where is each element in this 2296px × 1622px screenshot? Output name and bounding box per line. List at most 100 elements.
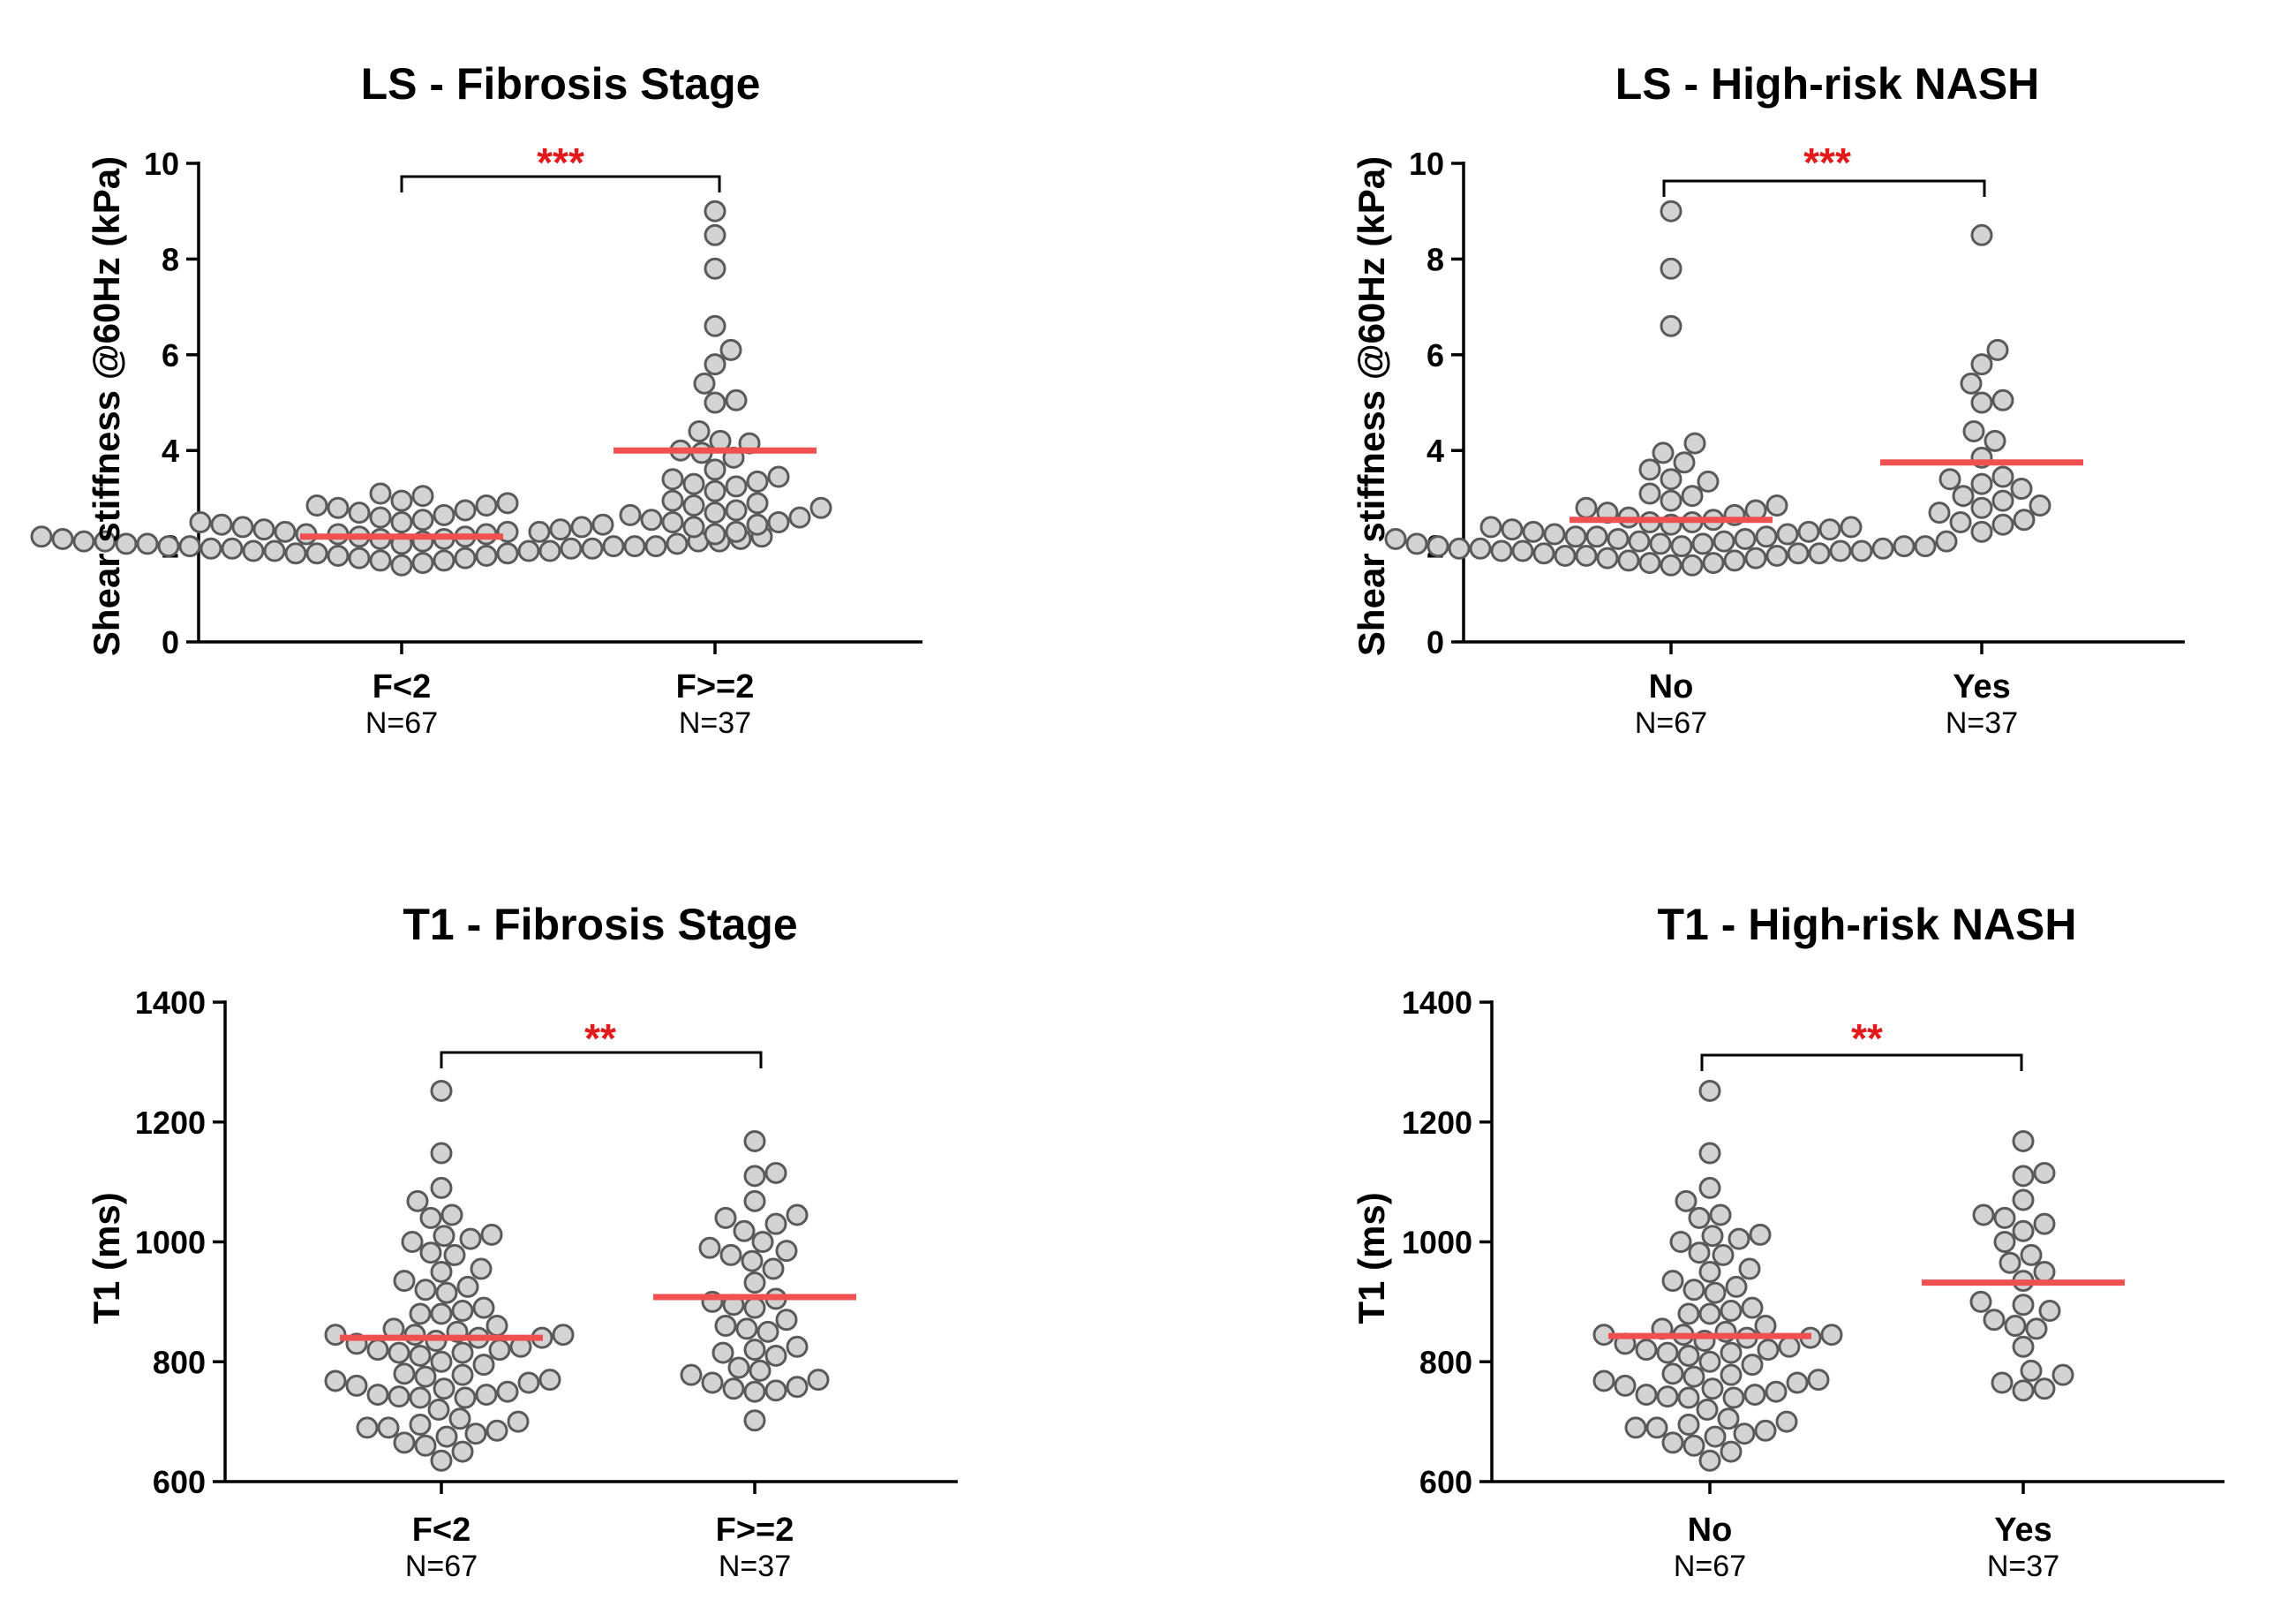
data-point (725, 389, 748, 411)
data-point (406, 1189, 429, 1212)
data-point (1807, 1369, 1830, 1392)
data-point (1635, 1339, 1658, 1362)
data-point (451, 1363, 474, 1386)
y-tick-label: 0 (1427, 624, 1444, 660)
data-point (390, 511, 413, 533)
data-point (1969, 1290, 1992, 1313)
data-point (591, 513, 614, 536)
data-point (1970, 391, 1993, 414)
data-point (1765, 544, 1788, 567)
data-point (661, 511, 684, 533)
data-point (644, 535, 667, 558)
significance-bracket (400, 175, 721, 192)
data-point (661, 468, 684, 491)
category-label: Yes (1953, 668, 2011, 705)
data-point (451, 1300, 474, 1323)
data-point (252, 518, 275, 541)
data-point (475, 494, 498, 517)
significance-label: ** (584, 1015, 616, 1061)
data-point (136, 532, 159, 555)
data-point (1652, 441, 1675, 464)
data-point (210, 513, 233, 536)
data-point (1698, 1079, 1721, 1102)
y-axis-label: T1 (ms) (86, 1192, 127, 1324)
data-point (666, 532, 689, 555)
data-point (72, 530, 95, 553)
data-point (1596, 547, 1619, 570)
data-point (369, 482, 392, 505)
data-point (51, 527, 74, 550)
panel-title: LS - Fibrosis Stage (361, 59, 761, 109)
data-point (1720, 1440, 1743, 1463)
data-point (470, 1257, 493, 1280)
data-point (2010, 478, 2033, 501)
data-point (393, 1431, 416, 1454)
data-point (1984, 429, 2006, 452)
data-point (2012, 1379, 2035, 1402)
data-point (517, 1371, 540, 1394)
data-point (409, 1386, 432, 1409)
n-label: N=67 (365, 706, 438, 740)
data-point (2033, 1161, 2056, 1184)
significance-label: *** (1803, 140, 1851, 185)
data-point (809, 496, 832, 519)
data-point (722, 1377, 745, 1400)
data-point (345, 1374, 368, 1397)
data-point (430, 1302, 453, 1325)
data-point (2029, 494, 2051, 517)
data-point (1749, 1223, 1772, 1246)
data-point (1741, 1296, 1764, 1319)
data-point (749, 1359, 772, 1382)
data-point (1661, 1270, 1684, 1293)
y-tick-label: 1400 (135, 985, 206, 1021)
data-point (1755, 525, 1778, 548)
y-tick-label: 8 (1427, 241, 1444, 277)
data-point (786, 1335, 809, 1358)
data-point (448, 1407, 471, 1430)
data-point (414, 1365, 437, 1388)
data-point (1993, 1206, 2016, 1229)
data-point (1829, 539, 1852, 562)
data-point (1682, 1279, 1705, 1301)
data-point (704, 353, 726, 376)
y-axis-label: Shear stiffness @60Hz (kPa) (1351, 156, 1392, 656)
y-tick-label: 10 (1409, 146, 1444, 182)
data-point (305, 494, 328, 517)
data-point (1660, 554, 1682, 577)
category-label: No (1649, 668, 1694, 705)
data-point (1697, 470, 1720, 493)
data-point (2033, 1377, 2056, 1400)
data-point (1952, 485, 1975, 508)
data-point (1660, 257, 1682, 280)
data-point (430, 1142, 453, 1165)
data-point (393, 1270, 416, 1293)
data-point (2012, 1294, 2035, 1316)
data-point (1754, 1419, 1777, 1442)
data-point (486, 1315, 508, 1338)
data-point (435, 1281, 458, 1304)
data-point (1682, 1365, 1705, 1388)
data-point (440, 1203, 463, 1226)
data-point (401, 1231, 424, 1253)
data-point (1928, 502, 1951, 524)
data-point (1511, 539, 1534, 562)
data-point (1469, 537, 1492, 560)
data-point (411, 552, 434, 575)
data-point (430, 1260, 453, 1283)
data-point (2004, 1315, 2027, 1338)
data-point (1656, 1341, 1679, 1364)
category-label: F>=2 (716, 1512, 794, 1549)
n-label: N=37 (1987, 1550, 2059, 1583)
data-point (443, 1243, 466, 1266)
data-point (2012, 1129, 2035, 1152)
y-axis-label: T1 (ms) (1351, 1192, 1392, 1324)
data-point (486, 1419, 508, 1442)
data-point (472, 1296, 495, 1319)
data-point (242, 539, 265, 562)
data-point (743, 1165, 766, 1188)
y-tick-label: 10 (144, 146, 179, 182)
data-point (1787, 542, 1810, 565)
data-point (1673, 451, 1696, 474)
data-point (496, 492, 519, 515)
